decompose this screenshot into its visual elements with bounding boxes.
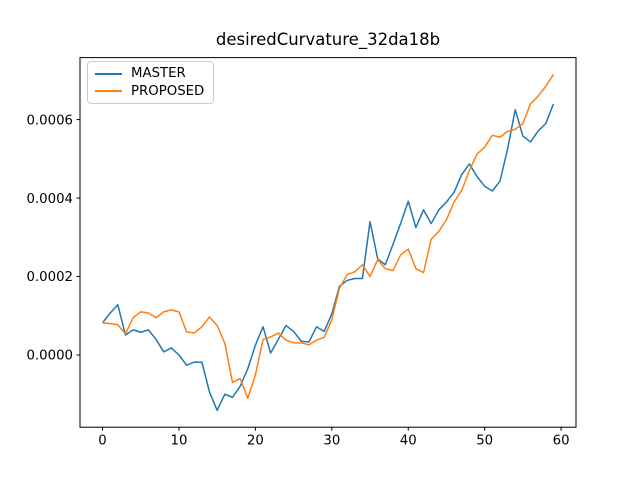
- y-tick-label: 0.0000: [26, 349, 73, 364]
- master-line-sample: [95, 72, 122, 75]
- legend-item-master: MASTER: [95, 65, 205, 83]
- x-tick-label: 60: [553, 434, 570, 449]
- legend-item-proposed: PROPOSED: [95, 83, 205, 101]
- legend-label-master: MASTER: [131, 66, 186, 82]
- x-tick-label: 40: [400, 434, 417, 449]
- x-tick-label: 50: [476, 434, 493, 449]
- x-tick-label: 0: [98, 434, 106, 449]
- x-tick-label: 30: [323, 434, 340, 449]
- legend-label-proposed: PROPOSED: [131, 83, 205, 99]
- axes-frame: [79, 57, 577, 428]
- chart-title: desiredCurvature_32da18b: [215, 30, 441, 49]
- y-tick-label: 0.0006: [26, 113, 73, 128]
- x-tick-label: 10: [171, 434, 188, 449]
- proposed-line: [102, 74, 555, 399]
- proposed-line-sample: [95, 90, 122, 93]
- y-tick-label: 0.0002: [26, 270, 73, 285]
- master-line: [101, 103, 555, 412]
- x-tick-label: 20: [247, 434, 264, 449]
- legend: MASTER PROPOSED: [87, 61, 214, 104]
- y-tick-label: 0.0004: [26, 192, 73, 207]
